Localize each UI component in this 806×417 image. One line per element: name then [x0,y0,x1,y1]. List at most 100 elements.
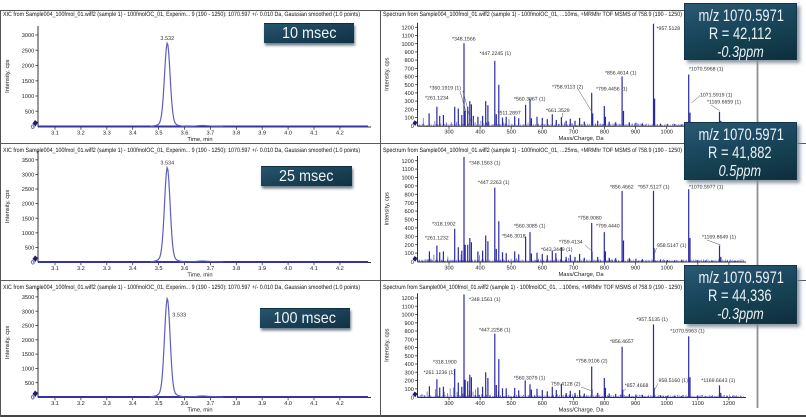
svg-text:0: 0 [31,260,34,266]
svg-text:3.9: 3.9 [258,130,266,136]
svg-text:*1169.6643 (1): *1169.6643 (1) [701,378,735,384]
svg-text:3000: 3000 [22,33,34,39]
svg-text:500: 500 [507,130,516,136]
svg-text:*318.1900: *318.1900 [433,360,457,366]
svg-text:900: 900 [631,130,640,136]
svg-text:1200: 1200 [723,401,735,407]
svg-text:1200: 1200 [401,25,413,31]
svg-text:3.7: 3.7 [207,130,215,136]
svg-text:200: 200 [405,107,414,113]
svg-text:400: 400 [475,265,484,271]
svg-text:900: 900 [631,265,640,271]
svg-text:3.3: 3.3 [103,401,111,407]
svg-text:Intensity, cps: Intensity, cps [4,326,11,360]
svg-text:*643.3449 (1): *643.3449 (1) [541,247,573,253]
svg-text:0: 0 [411,260,414,266]
svg-text:1000: 1000 [22,231,34,237]
svg-text:*348.1566: *348.1566 [452,37,476,43]
svg-text:*957.5127 (1): *957.5127 (1) [638,185,670,191]
svg-text:100: 100 [405,387,414,393]
svg-text:*447.2258 (1): *447.2258 (1) [479,328,511,334]
svg-text:1000: 1000 [660,265,672,271]
svg-text:3500: 3500 [22,158,34,164]
svg-text:1500: 1500 [22,216,34,222]
svg-text:958.5160 (1): 958.5160 (1) [659,378,689,384]
svg-text:500: 500 [25,109,34,115]
svg-text:500: 500 [405,354,414,360]
svg-text:*759.4134: *759.4134 [559,240,583,246]
svg-text:*348.1563 (1): *348.1563 (1) [469,161,501,167]
svg-text:700: 700 [405,201,414,207]
svg-text:500: 500 [25,381,34,387]
svg-text:800: 800 [600,265,609,271]
svg-text:3.4: 3.4 [129,401,137,407]
svg-text:2000: 2000 [22,338,34,344]
svg-text:3.4: 3.4 [129,266,137,272]
svg-text:3.8: 3.8 [232,401,240,407]
svg-text:500: 500 [405,218,414,224]
svg-text:600: 600 [405,209,414,215]
svg-text:4.1: 4.1 [310,266,318,272]
svg-text:300: 300 [405,234,414,240]
svg-text:3.6: 3.6 [181,130,189,136]
svg-text:800: 800 [405,58,414,64]
svg-text:2500: 2500 [22,187,34,193]
svg-text:0: 0 [31,125,34,131]
svg-text:*318.1902: *318.1902 [432,222,456,228]
svg-text:200: 200 [405,379,414,385]
svg-text:*348.1561 (1): *348.1561 (1) [469,297,501,303]
svg-text:3.534: 3.534 [160,161,174,167]
svg-text:100: 100 [405,251,414,257]
svg-text:900: 900 [405,50,414,56]
svg-text:1200: 1200 [401,159,413,165]
svg-text:*261.1232: *261.1232 [425,236,449,242]
svg-text:3.8: 3.8 [232,130,240,136]
svg-text:1000: 1000 [401,313,413,319]
svg-text:3.7: 3.7 [207,266,215,272]
svg-text:3.5: 3.5 [155,130,163,136]
svg-text:Intensity, cps: Intensity, cps [4,59,11,93]
svg-text:300: 300 [444,401,453,407]
svg-text:4.1: 4.1 [310,130,318,136]
svg-text:0: 0 [411,124,414,130]
svg-text:0: 0 [31,395,34,401]
svg-text:*560.3079 (1): *560.3079 (1) [514,376,546,382]
svg-text:400: 400 [405,91,414,97]
svg-text:1500: 1500 [22,352,34,358]
svg-text:3.532: 3.532 [160,36,174,42]
svg-text:400: 400 [475,130,484,136]
svg-text:2000: 2000 [22,202,34,208]
svg-text:Time, min: Time, min [187,136,212,143]
svg-text:4.2: 4.2 [336,401,344,407]
svg-text:1000: 1000 [401,176,413,182]
svg-text:1500: 1500 [22,79,34,85]
svg-text:*447.2263 (1): *447.2263 (1) [478,180,510,186]
svg-text:*758.9106 (2): *758.9106 (2) [576,359,608,365]
svg-text:Intensity, cps: Intensity, cps [384,192,391,226]
svg-text:200: 200 [405,243,414,249]
svg-text:Spectrum from Sample004_100fmo: Spectrum from Sample004_100fmol_01.wiff2… [383,284,682,291]
svg-text:3.6: 3.6 [181,266,189,272]
svg-text:1000: 1000 [660,401,672,407]
svg-text:*360.1919 (1): *360.1919 (1) [430,86,462,92]
svg-text:3.3: 3.3 [103,266,111,272]
svg-text:4.0: 4.0 [284,130,292,136]
svg-text:1000: 1000 [22,367,34,373]
svg-text:700: 700 [569,401,578,407]
svg-text:Mass/Charge, Da: Mass/Charge, Da [558,135,604,142]
svg-text:*261.1234: *261.1234 [425,96,449,102]
svg-text:*957.5135 (1): *957.5135 (1) [636,317,668,323]
svg-text:1100: 1100 [402,167,414,173]
svg-text:2500: 2500 [22,324,34,330]
svg-text:1000: 1000 [660,130,672,136]
svg-text:1100: 1100 [692,401,704,407]
svg-text:1000: 1000 [401,42,413,48]
svg-text:3.6: 3.6 [181,401,189,407]
svg-text:759.4128 (2): 759.4128 (2) [551,382,581,388]
svg-text:*511.2897: *511.2897 [498,111,521,117]
svg-text:300: 300 [444,130,453,136]
svg-text:3000: 3000 [22,173,34,179]
svg-text:400: 400 [405,226,414,232]
svg-text:500: 500 [25,246,34,252]
svg-text:*1070.5968 (1): *1070.5968 (1) [689,67,724,73]
